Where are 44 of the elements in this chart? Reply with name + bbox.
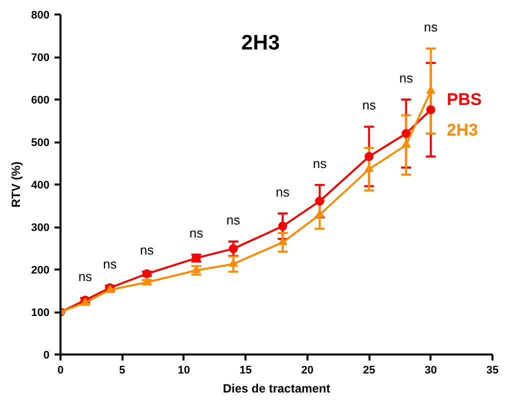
x-tick-label: 10: [178, 364, 190, 376]
point: [228, 244, 238, 254]
x-tick-label: 30: [424, 364, 437, 376]
x-tick-label: 35: [486, 364, 499, 376]
point: [426, 105, 436, 114]
annotation: ns: [362, 98, 376, 113]
point: [364, 164, 374, 172]
y-tick-label: 100: [31, 307, 50, 319]
point: [315, 210, 324, 218]
x-tick-label: 5: [119, 364, 126, 376]
x-tick-label: 0: [57, 364, 64, 376]
annotation: ns: [78, 268, 93, 284]
point: [228, 258, 238, 267]
point: [426, 86, 436, 94]
y-tick-label: 400: [31, 180, 50, 192]
text: 2H3: [241, 32, 280, 54]
y-tick-label: 300: [31, 222, 50, 234]
point: [364, 152, 374, 161]
y-tick-label: 600: [31, 94, 50, 106]
point: [402, 140, 411, 148]
annotation: ns: [226, 212, 241, 228]
x-tick-label: 20: [301, 364, 314, 376]
annotation: ns: [424, 20, 438, 34]
x-tick-label: 25: [362, 364, 376, 376]
annotation: ns: [312, 156, 328, 171]
y-tick-label: 700: [31, 52, 50, 64]
point: [278, 222, 288, 231]
y-tick-label: 200: [31, 264, 50, 276]
annotation: ns: [189, 226, 204, 241]
annotation: ns: [276, 184, 290, 200]
annotation: ns: [399, 70, 414, 86]
y-axis-title: RTV (%): [9, 162, 24, 208]
series-label: 2H3: [446, 120, 478, 140]
series-label: PBS: [446, 90, 482, 109]
annotation: ns: [103, 256, 118, 272]
annotation: ns: [140, 242, 154, 258]
point: [315, 196, 324, 206]
y-tick-label: 800: [31, 10, 50, 22]
point: [402, 129, 411, 138]
point: [278, 237, 288, 246]
x-axis-title: Dies de tractament: [222, 382, 330, 396]
y-tick-label: 500: [31, 137, 50, 149]
x-tick-label: 15: [240, 364, 252, 376]
y-tick-label: 0: [43, 350, 50, 362]
